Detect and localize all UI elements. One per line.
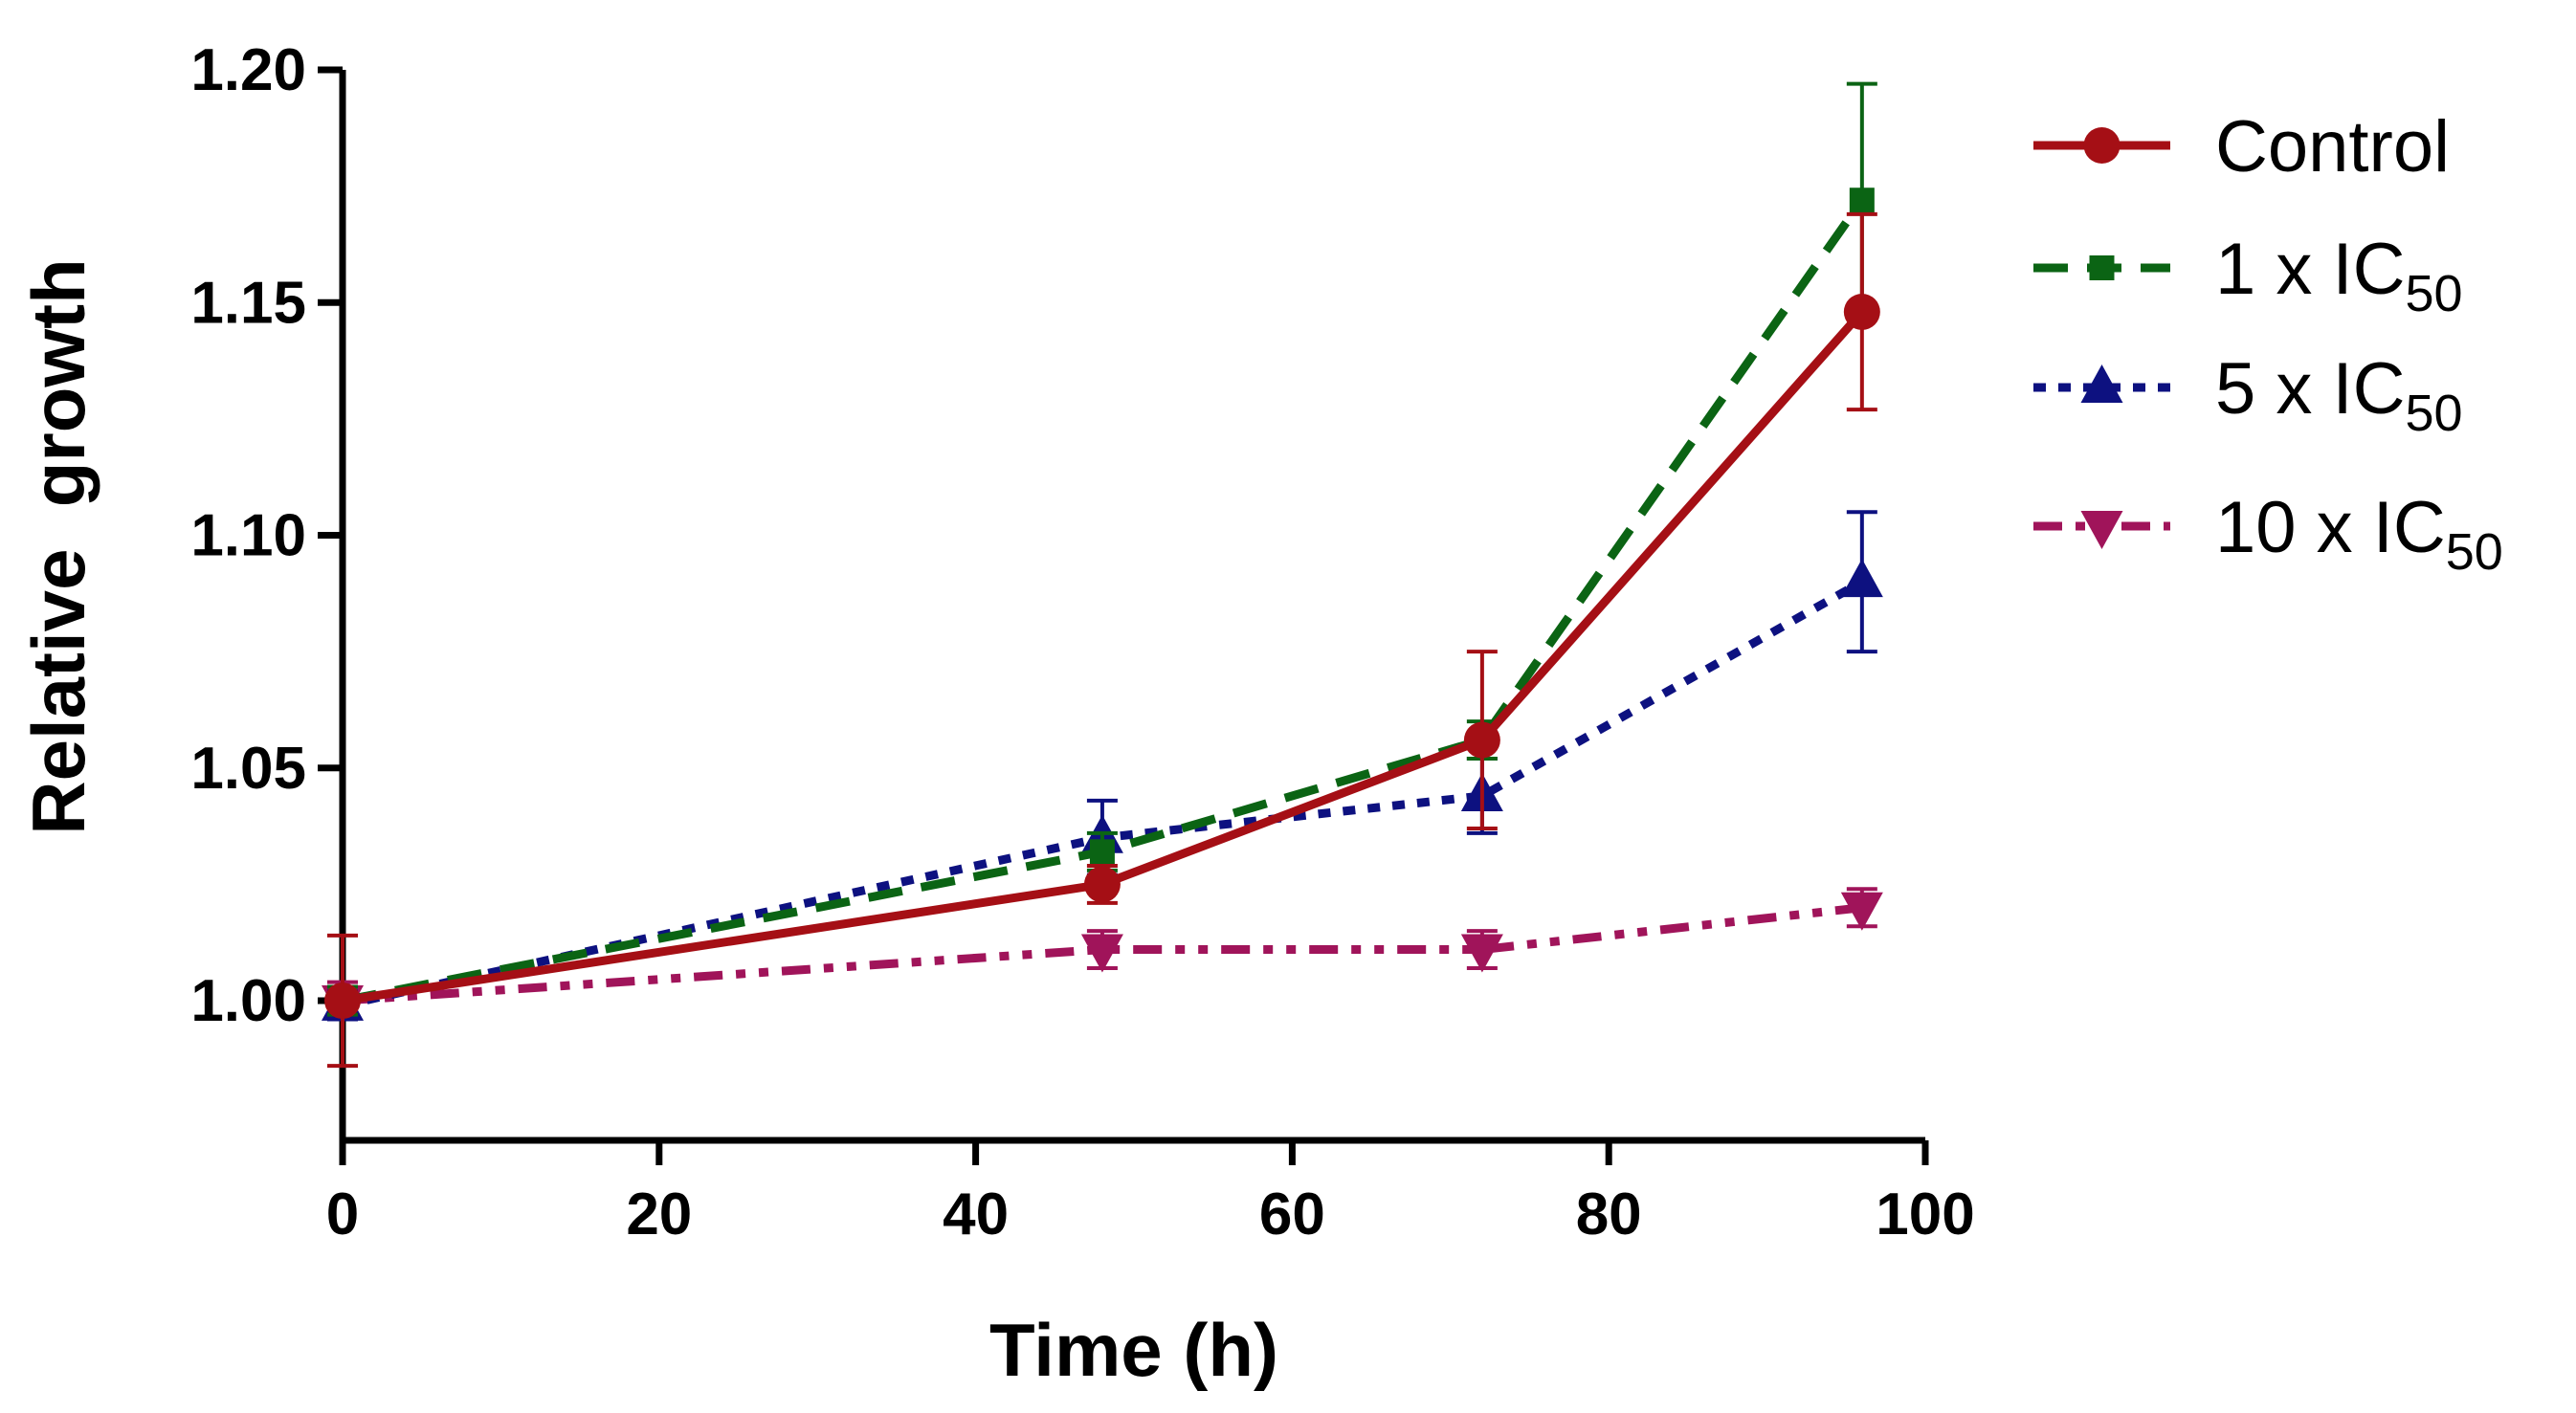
series-line bbox=[342, 903, 1863, 1005]
x-tick-label: 100 bbox=[1876, 1181, 1974, 1247]
legend-marker bbox=[2080, 364, 2123, 403]
y-tick-label: 1.15 bbox=[190, 270, 306, 336]
legend-item-10-x-ic50: 10 x IC50 bbox=[2033, 487, 2503, 581]
data-point bbox=[1840, 559, 1883, 598]
data-point bbox=[1463, 721, 1500, 759]
y-tick-label: 1.00 bbox=[190, 968, 306, 1034]
series-control bbox=[324, 211, 1880, 1069]
data-point bbox=[1083, 866, 1121, 903]
data-point bbox=[1080, 934, 1123, 973]
legend-marker bbox=[2089, 255, 2115, 280]
data-point bbox=[324, 982, 361, 1020]
x-tick-label: 20 bbox=[626, 1181, 692, 1247]
series-line bbox=[342, 309, 1866, 1005]
legend-marker bbox=[2083, 127, 2121, 164]
legend-item-control: Control bbox=[2033, 106, 2450, 188]
y-tick-label: 1.10 bbox=[190, 503, 306, 569]
legend: Control 1 x IC50 5 x IC50 10 x IC50 bbox=[2033, 106, 2503, 581]
y-tick-label: 1.05 bbox=[190, 736, 306, 802]
x-axis-title: Time (h) bbox=[989, 1308, 1278, 1392]
series-line bbox=[342, 578, 1865, 1010]
y-axis-title: Relative growth bbox=[16, 258, 100, 834]
data-point bbox=[1843, 293, 1880, 330]
x-tick-label: 40 bbox=[943, 1181, 1009, 1247]
legend-label: 5 x IC50 bbox=[2215, 348, 2463, 442]
x-tick-label: 60 bbox=[1259, 1181, 1325, 1247]
y-tick-label: 1.20 bbox=[190, 37, 306, 103]
data-point bbox=[1849, 188, 1875, 213]
series-line bbox=[342, 197, 1866, 1005]
legend-item-1-x-ic50: 1 x IC50 bbox=[2033, 229, 2463, 322]
data-point bbox=[1089, 839, 1115, 865]
legend-label: Control bbox=[2215, 106, 2450, 188]
x-tick-label: 80 bbox=[1576, 1181, 1642, 1247]
legend-label: 1 x IC50 bbox=[2215, 229, 2463, 322]
x-tick-label: 0 bbox=[326, 1181, 359, 1247]
series-group bbox=[322, 81, 1883, 1069]
data-point bbox=[1460, 934, 1503, 973]
data-point bbox=[1840, 892, 1883, 931]
legend-item-5-x-ic50: 5 x IC50 bbox=[2033, 348, 2463, 442]
legend-marker bbox=[2080, 511, 2123, 549]
legend-label: 10 x IC50 bbox=[2215, 487, 2503, 581]
axes: 1.00 1.05 1.10 1.15 1.20 0 20 40 60 80 100 bbox=[190, 37, 1974, 1247]
